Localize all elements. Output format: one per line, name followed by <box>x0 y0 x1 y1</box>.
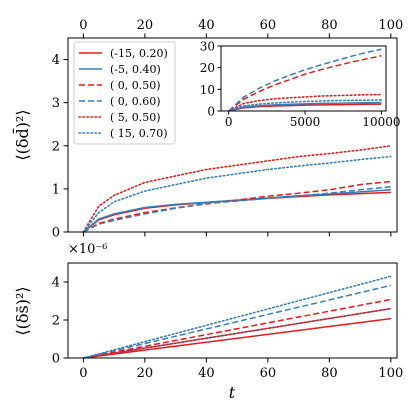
top-xtick-label-top-5: 100 <box>378 18 403 33</box>
top-ytick-label-0: 0 <box>52 226 60 241</box>
series-line-0 <box>228 103 382 112</box>
series-line-3 <box>83 185 391 233</box>
legend-label-3: ( 0, 0.60) <box>110 95 161 108</box>
top-ytick-label-4: 4 <box>52 53 60 68</box>
inset-ytick-label-1: 10 <box>200 83 215 97</box>
bottom-xtick-label-4: 80 <box>321 366 338 381</box>
legend: (-15, 0.20) (-5, 0.40) ( 0, 0.50) ( 0, 0.60… <box>73 41 176 145</box>
legend-label-5: ( 15, 0.70) <box>110 127 168 140</box>
series-line-2 <box>83 180 391 233</box>
bottom-panel: 0 20 40 60 80 100 0 2 4 <box>52 262 403 381</box>
series-line-4 <box>82 307 392 359</box>
bottom-ylabel: ⟨(δs̄)²⟩ <box>13 286 32 335</box>
series-line-4 <box>82 144 392 233</box>
series-line-3 <box>83 284 392 359</box>
inset-ytick-label-0: 0 <box>207 105 215 119</box>
series-line-1 <box>82 189 391 233</box>
legend-label-1: (-5, 0.40) <box>110 63 161 76</box>
bottom-xtick-label-2: 40 <box>198 366 215 381</box>
bottom-xlabel: t <box>229 383 236 402</box>
bottom-xtick-label-0: 0 <box>79 366 87 381</box>
inset-panel: 0 5000 10000 0 10 20 30 <box>200 40 401 130</box>
inset-background <box>221 46 386 111</box>
bottom-frame <box>67 262 398 359</box>
bottom-xtick-label-1: 20 <box>137 366 154 381</box>
series-line-0 <box>83 317 391 359</box>
top-xtick-label-top-2: 40 <box>198 18 215 33</box>
legend-box <box>73 41 176 145</box>
inset-xtick-label-0: 0 <box>225 115 233 129</box>
top-ylabel: ⟨(δd̄)²⟩ <box>11 109 32 160</box>
series-line-3 <box>228 48 382 112</box>
series-line-0 <box>82 191 391 233</box>
top-ytick-label-1: 1 <box>52 182 60 197</box>
top-ytick-label-3: 3 <box>52 96 60 111</box>
inset-ytick-label-3: 30 <box>200 40 215 54</box>
inset-xtick-label-2: 10000 <box>362 115 400 129</box>
bottom-scale-label: ×10⁻⁶ <box>68 242 108 257</box>
inset-ytick-label-2: 20 <box>200 61 215 75</box>
series-line-5 <box>82 155 392 233</box>
legend-label-4: ( 5, 0.50) <box>110 111 161 124</box>
top-xtick-label-top-3: 60 <box>260 18 277 33</box>
series-line-4 <box>227 93 383 112</box>
top-xtick-label-top-4: 80 <box>321 18 338 33</box>
top-xtick-label-top-1: 20 <box>137 18 154 33</box>
bottom-ytick-label-0: 0 <box>52 352 60 367</box>
bottom-ytick-label-1: 2 <box>52 314 60 329</box>
bottom-ytick-label-2: 4 <box>52 276 60 291</box>
inset-frame <box>220 45 387 112</box>
series-line-2 <box>228 55 382 112</box>
legend-label-2: ( 0, 0.50) <box>110 79 161 92</box>
legend-label-0: (-15, 0.20) <box>110 47 168 60</box>
bottom-xtick-label-5: 100 <box>378 366 403 381</box>
top-frame <box>67 37 398 233</box>
top-xtick-label-top-0: 0 <box>79 18 87 33</box>
bottom-xtick-label-3: 60 <box>260 366 277 381</box>
series-line-5 <box>227 99 383 112</box>
series-line-2 <box>83 298 391 359</box>
axis-labels: ⟨(δd̄)²⟩ ⟨(δs̄)²⟩ ×10⁻⁶ t <box>11 109 236 402</box>
top-ytick-label-2: 2 <box>52 139 60 154</box>
series-line-5 <box>82 275 392 359</box>
inset-xtick-label-1: 5000 <box>290 115 321 129</box>
series-line-1 <box>228 101 382 112</box>
